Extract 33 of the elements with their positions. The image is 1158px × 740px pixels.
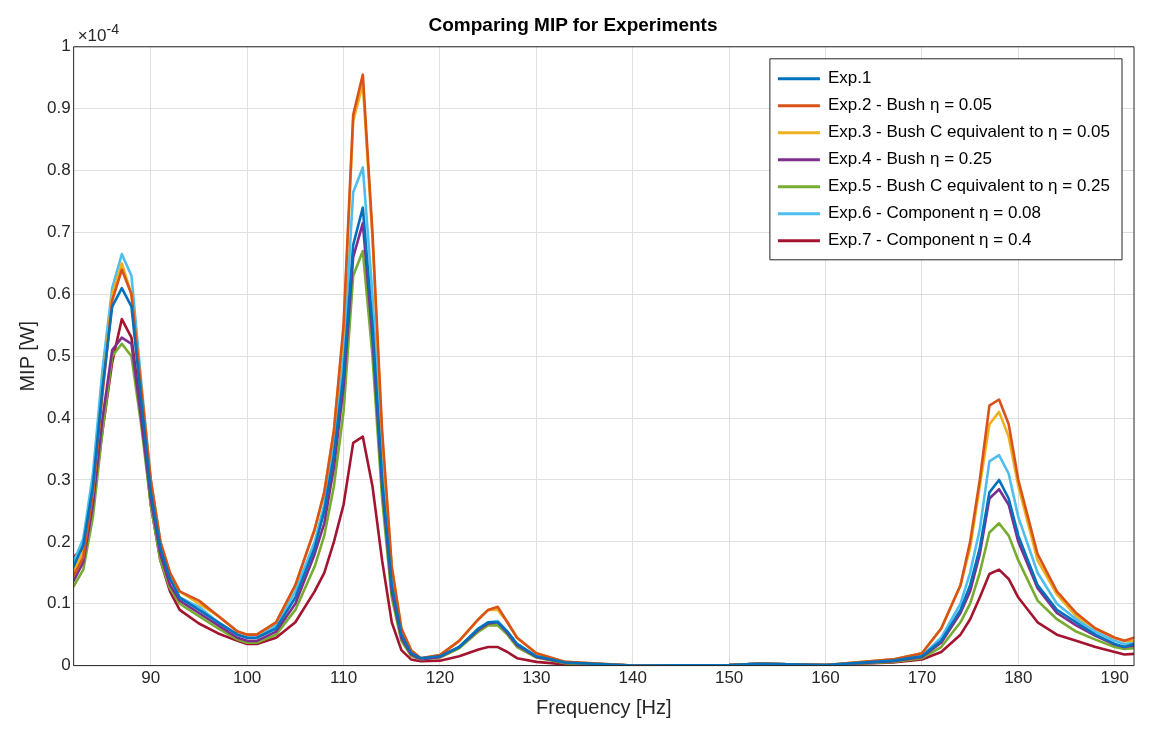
legend-label: Exp.4 - Bush η = 0.25 [827, 149, 992, 169]
chart-title: Comparing MIP for Experiments [428, 13, 718, 35]
y-axis-title: MIP [W] [15, 320, 38, 392]
y-tick-label: 0.6 [46, 284, 71, 304]
x-tick-label: 130 [522, 668, 551, 688]
y-tick-label: 0 [61, 655, 71, 675]
y-tick-label: 0.8 [46, 160, 71, 180]
legend-label: Exp.5 - Bush C equivalent to η = 0.25 [827, 176, 1110, 196]
legend-label: Exp.3 - Bush C equivalent to η = 0.05 [827, 122, 1110, 142]
y-tick-label: 1 [61, 36, 71, 56]
x-tick-label: 140 [618, 668, 647, 688]
x-axis-title: Frequency [Hz] [536, 695, 672, 718]
y-tick-label: 0.5 [46, 345, 71, 365]
x-tick-label: 170 [907, 668, 937, 688]
x-tick-label: 160 [811, 668, 840, 688]
y-tick-label: 0.9 [46, 98, 71, 118]
legend-label: Exp.1 [827, 68, 872, 88]
legend-label: Exp.7 - Component η = 0.4 [827, 230, 1032, 250]
y-tick-label: 0.3 [46, 469, 71, 489]
x-tick-label: 100 [232, 668, 262, 688]
x-tick-label: 110 [329, 668, 358, 688]
x-tick-label: 190 [1100, 668, 1129, 688]
x-tick-label: 180 [1004, 668, 1033, 688]
text: ×10$^{-4}$ [77, 20, 120, 46]
y-tick-label: 0.2 [46, 531, 71, 551]
y-tick-label: 0.7 [46, 222, 71, 242]
x-tick-label: 120 [425, 668, 455, 688]
y-tick-label: 0.4 [46, 407, 71, 427]
legend-label: Exp.6 - Component η = 0.08 [827, 203, 1042, 223]
x-tick-label: 150 [714, 668, 744, 688]
legend-label: Exp.2 - Bush η = 0.05 [827, 95, 992, 115]
y-tick-label: 0.1 [46, 593, 71, 613]
x-tick-label: 90 [141, 668, 161, 688]
